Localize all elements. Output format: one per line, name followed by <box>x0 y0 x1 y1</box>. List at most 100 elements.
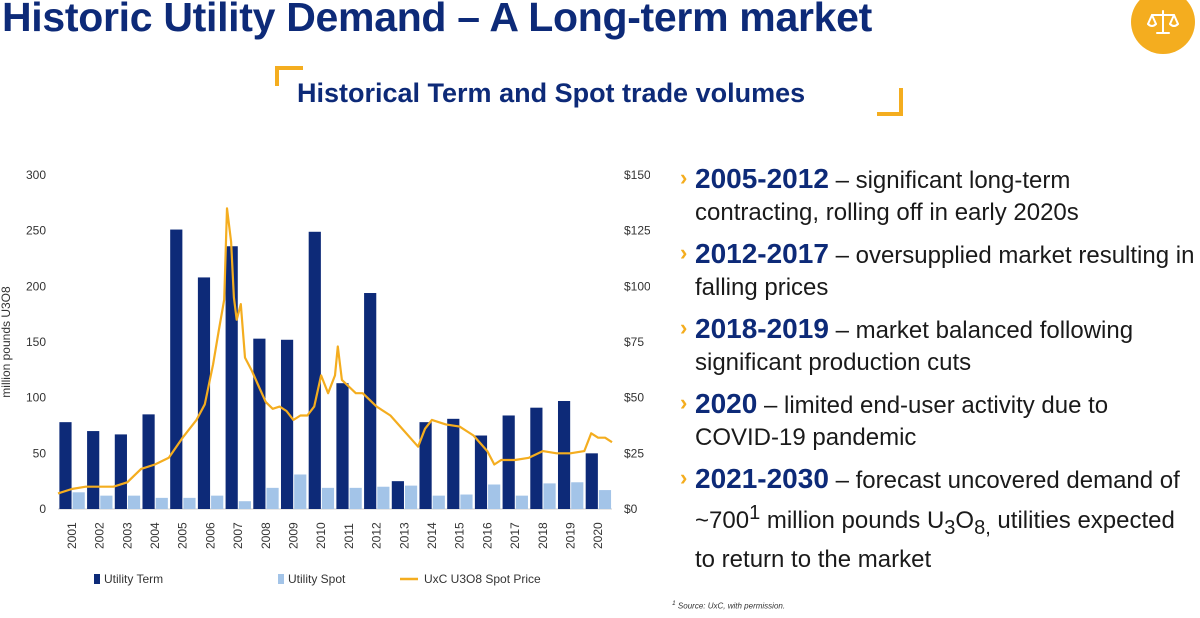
bar-utility-spot <box>432 495 445 509</box>
y-left-tick-label: 200 <box>26 279 46 293</box>
bar-utility-spot <box>460 494 473 509</box>
bullet-text: O <box>955 507 975 534</box>
bar-utility-term <box>225 246 238 509</box>
footnote: 1 Source: UxC, with permission. <box>672 600 785 611</box>
bar-utility-spot <box>349 487 362 509</box>
bar-utility-spot <box>100 495 113 509</box>
x-tick-label: 2003 <box>120 522 134 549</box>
bullet-text: – significant long-term contracting, rol… <box>695 167 1079 226</box>
y-right-tick-label: $125 <box>624 224 650 238</box>
x-tick-label: 2015 <box>453 522 467 549</box>
bar-utility-spot <box>266 487 279 509</box>
x-tick-label: 2017 <box>508 522 522 549</box>
bar-utility-term <box>419 422 432 509</box>
y-left-tick-label: 250 <box>26 224 46 238</box>
bar-utility-spot <box>404 485 418 509</box>
bar-utility-term <box>114 434 127 509</box>
bar-utility-spot <box>155 497 168 509</box>
footnote-text: Source: UxC, with permission. <box>675 601 786 611</box>
logo <box>1131 0 1195 54</box>
bullet-item: › 2020 – limited end-user activity due to… <box>680 388 1198 454</box>
x-tick-label: 2005 <box>176 522 190 549</box>
legend-label-spot-price: UxC U3O8 Spot Price <box>424 572 541 586</box>
x-tick-label: 2018 <box>536 522 550 549</box>
bullet-item: › 2018-2019 – market balanced following s… <box>680 313 1198 379</box>
bullet-years: 2020 <box>695 388 758 419</box>
x-tick-label: 2008 <box>259 522 273 549</box>
y-right-tick-label: $150 <box>624 168 650 182</box>
bullet-years: 2005-2012 <box>695 163 829 194</box>
bar-utility-spot <box>294 474 307 509</box>
bar-utility-term <box>308 231 321 509</box>
y-right-tick-label: $0 <box>624 502 638 516</box>
x-tick-label: 2010 <box>314 522 328 549</box>
page-title: Historic Utility Demand – A Long-term ma… <box>2 0 872 40</box>
bar-utility-spot <box>571 482 584 509</box>
footnote-marker: 1 <box>672 600 676 607</box>
bullet-text: million pounds U <box>760 507 945 534</box>
bar-utility-term <box>474 435 488 509</box>
bar-utility-spot <box>321 487 335 509</box>
bar-utility-term <box>59 422 72 509</box>
bar-utility-spot <box>543 483 556 509</box>
x-tick-label: 2004 <box>148 522 162 549</box>
bullet-text: – limited end-user activity due to COVID… <box>695 392 1109 451</box>
x-tick-label: 2020 <box>591 522 605 549</box>
x-tick-label: 2016 <box>480 522 494 549</box>
bar-utility-term <box>391 481 404 509</box>
bullet-text: – market balanced following significant … <box>695 317 1134 376</box>
bar-utility-spot <box>183 497 196 509</box>
y-right-tick-label: $100 <box>624 279 650 293</box>
x-tick-label: 2014 <box>425 522 439 549</box>
y-right-tick-label: $75 <box>624 335 644 349</box>
subtitle-frame: Historical Term and Spot trade volumes <box>275 66 905 116</box>
bar-utility-spot <box>488 484 501 509</box>
bullet-text: – oversupplied market resulting in falli… <box>695 242 1195 301</box>
x-tick-label: 2011 <box>342 523 356 549</box>
series-line-spot-price <box>57 207 613 495</box>
bullet-list: › 2005-2012 – significant long-term contr… <box>680 163 1198 585</box>
footnote-ref: 1 <box>749 502 761 524</box>
bar-utility-term <box>557 401 571 509</box>
y-right-tick-label: $50 <box>624 391 644 405</box>
x-tick-label: 2012 <box>370 522 384 549</box>
y-left-axis-label: million pounds U3O8 <box>0 286 13 398</box>
bar-utility-spot <box>238 501 251 509</box>
bullet-years: 2012-2017 <box>695 238 829 269</box>
corner-bracket-bottom-right <box>877 88 903 116</box>
bar-utility-term <box>253 338 266 509</box>
y-left-tick-label: 300 <box>26 168 46 182</box>
bar-utility-term <box>530 407 543 509</box>
bar-utility-term <box>585 453 598 509</box>
x-tick-label: 2002 <box>93 522 107 549</box>
y-right-tick-label: $25 <box>624 446 644 460</box>
bar-utility-spot <box>598 490 612 509</box>
x-tick-label: 2006 <box>203 522 217 549</box>
legend-swatch-utility-term <box>94 574 100 584</box>
bullet-item: › 2021-2030 – forecast uncovered demand o… <box>680 463 1198 576</box>
bullet-text: utilities expected to return to the mark… <box>695 507 1175 573</box>
bar-utility-term <box>336 383 349 509</box>
subscript: 8, <box>974 516 991 539</box>
bar-utility-term <box>447 418 460 509</box>
bullet-years: 2021-2030 <box>695 463 829 494</box>
corner-bracket-top-left <box>275 66 303 86</box>
bar-utility-term <box>170 229 183 509</box>
y-left-tick-label: 150 <box>26 335 46 349</box>
chevron-right-icon: › <box>680 240 688 265</box>
bar-utility-spot <box>515 495 528 509</box>
bar-utility-term <box>87 431 100 509</box>
legend-label-utility-term: Utility Term <box>104 572 163 586</box>
y-left-tick-label: 100 <box>26 391 46 405</box>
bar-utility-spot <box>72 492 85 509</box>
chevron-right-icon: › <box>680 165 688 190</box>
chart-subtitle: Historical Term and Spot trade volumes <box>297 78 806 108</box>
bar-utility-term <box>502 415 515 509</box>
trade-volume-chart: 0 50 100 150 200 250 300 $0 $25 $50 $75 $100 $125 $15… <box>0 168 650 586</box>
x-tick-label: 2019 <box>563 522 577 549</box>
bar-utility-term <box>197 277 211 509</box>
x-tick-label: 2001 <box>65 522 79 549</box>
subscript: 3 <box>944 516 956 539</box>
bullet-years: 2018-2019 <box>695 313 829 344</box>
legend-label-utility-spot: Utility Spot <box>288 572 346 586</box>
